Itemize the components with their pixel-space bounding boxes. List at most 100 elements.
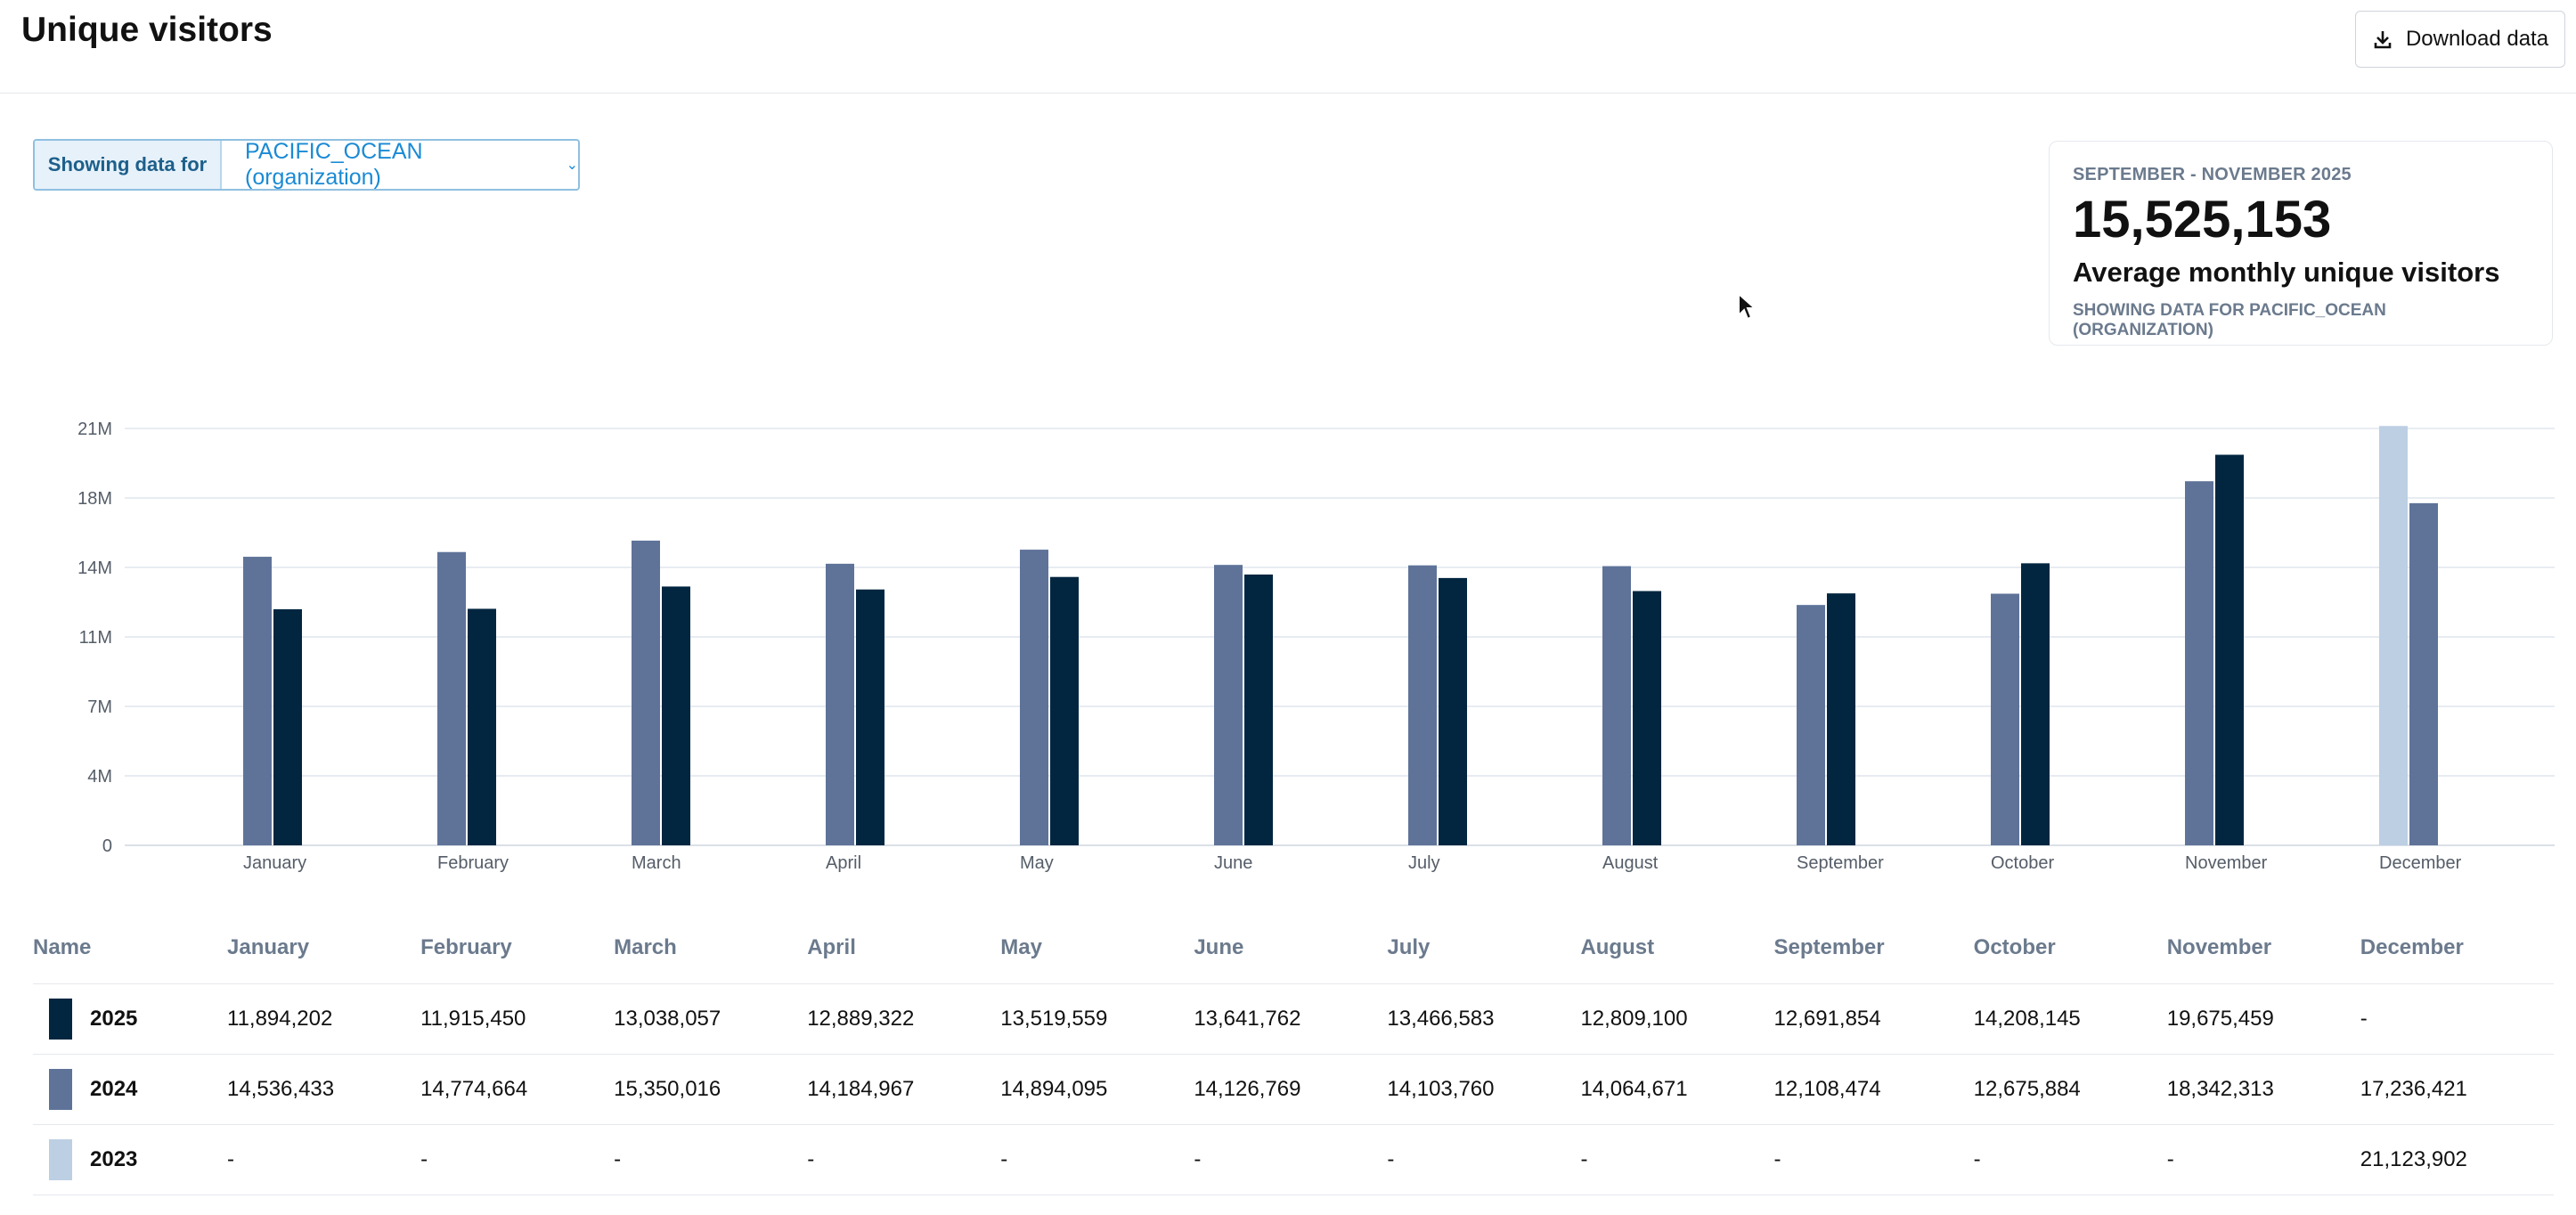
y-tick-label: 18M (77, 489, 112, 509)
table-cell: - (1580, 1124, 1774, 1195)
bar-2024-april (826, 563, 854, 845)
organization-select[interactable]: PACIFIC_OCEAN (organization) ⌄ (222, 141, 578, 189)
column-header-may: May (1000, 912, 1194, 984)
table-cell: 13,519,559 (1000, 983, 1194, 1055)
x-tick-label: July (1408, 853, 1440, 873)
table-cell: 14,894,095 (1000, 1054, 1194, 1125)
table-cell: - (807, 1124, 1001, 1195)
bar-2024-may (1020, 550, 1048, 845)
organization-filter[interactable]: Showing data for PACIFIC_OCEAN (organiza… (33, 139, 580, 191)
column-header-october: October (1973, 912, 2167, 984)
x-tick-label: October (1991, 853, 2054, 873)
bar-2025-may (1050, 576, 1079, 845)
column-header-november: November (2166, 912, 2360, 984)
summary-range: SEPTEMBER - NOVEMBER 2025 (2073, 165, 2352, 184)
y-tick-label: 21M (77, 420, 112, 439)
summary-card: SEPTEMBER - NOVEMBER 2025 15,525,153 Ave… (2049, 141, 2553, 346)
bar-2024-january (243, 557, 272, 845)
table-cell: 12,108,474 (1773, 1054, 1974, 1125)
download-data-button[interactable]: Download data (2355, 11, 2565, 68)
column-header-april: April (807, 912, 1001, 984)
table-cell: 14,774,664 (420, 1054, 615, 1125)
y-tick-label: 0 (102, 836, 112, 856)
table-cell: - (1973, 1124, 2167, 1195)
table-cell: 14,103,760 (1387, 1054, 1581, 1125)
table-cell: 13,641,762 (1194, 983, 1388, 1055)
bar-2024-december (2409, 502, 2438, 845)
bar-2025-august (1633, 591, 1661, 845)
table-cell: - (1387, 1124, 1581, 1195)
table-cell: 14,064,671 (1580, 1054, 1774, 1125)
x-tick-label: February (437, 853, 509, 873)
bar-2025-february (468, 608, 496, 845)
download-data-label: Download data (2405, 27, 2549, 51)
table-cell: 12,889,322 (807, 983, 1001, 1055)
page-title: Unique visitors (21, 11, 273, 49)
table-row: 2023- - - - - - - - - - -21,123,902 (33, 1124, 2554, 1195)
bar-2024-march (632, 540, 660, 845)
table-cell: 11,915,450 (420, 983, 615, 1055)
x-tick-label: June (1214, 853, 1252, 873)
bar-2024-october (1991, 593, 2019, 845)
bar-2023-december (2379, 426, 2408, 845)
table-cell: 11,894,202 (227, 983, 421, 1055)
table-cell: 21,123,902 (2360, 1124, 2554, 1195)
table-row: 2024 14,536,433 14,774,664 15,350,016 14,184… (33, 1054, 2554, 1125)
table-header-row: Name January February March April May June Jul… (33, 912, 2554, 984)
legend-swatch (49, 1069, 72, 1110)
bar-2024-february (437, 551, 466, 845)
bar-2024-july (1408, 565, 1437, 845)
column-header-september: September (1773, 912, 1974, 984)
x-tick-label: January (243, 853, 306, 873)
column-header-march: March (614, 912, 808, 984)
x-tick-label: November (2185, 853, 2268, 873)
series-name-cell: 2023 (33, 1124, 227, 1195)
summary-caption: Average monthly unique visitors (2073, 257, 2500, 288)
table-cell: 15,350,016 (614, 1054, 808, 1125)
table-cell: 13,466,583 (1387, 983, 1581, 1055)
table-cell: 12,675,884 (1973, 1054, 2167, 1125)
x-tick-label: May (1020, 853, 1054, 873)
bar-2025-june (1244, 574, 1273, 845)
bar-2024-september (1797, 605, 1825, 845)
column-header-july: July (1387, 912, 1581, 984)
x-tick-label: August (1602, 853, 1659, 873)
table-cell: - (1000, 1124, 1194, 1195)
chevron-down-icon: ⌄ (566, 158, 578, 173)
table-cell: - (420, 1124, 615, 1195)
y-tick-label: 11M (79, 628, 112, 648)
summary-footnote: SHOWING DATA FOR PACIFIC_OCEAN (ORGANIZA… (2073, 301, 2386, 339)
y-tick-label: 4M (87, 767, 112, 787)
table-cell: - (1194, 1124, 1388, 1195)
series-name-cell: 2025 (33, 983, 227, 1055)
unique-visitors-chart: 0 4M 7M 11M 14M 18M 21M January February March Apr… (77, 420, 2555, 873)
legend-swatch (49, 999, 72, 1040)
bar-2025-march (662, 586, 690, 845)
x-tick-label: September (1797, 853, 1884, 873)
y-tick-label: 14M (77, 559, 112, 578)
bar-2025-september (1827, 593, 1855, 845)
x-tick-label: March (632, 853, 681, 873)
visitors-table: Name January February March April May June Jul… (33, 912, 2554, 1195)
filter-label: Showing data for (35, 141, 222, 189)
table-cell: 12,809,100 (1580, 983, 1774, 1055)
column-header-february: February (420, 912, 615, 984)
table-cell: 14,536,433 (227, 1054, 421, 1125)
column-header-january: January (227, 912, 421, 984)
column-header-name: Name (33, 912, 227, 984)
table-cell: 12,691,854 (1773, 983, 1974, 1055)
column-header-august: August (1580, 912, 1774, 984)
download-icon (2374, 31, 2392, 49)
column-header-december: December (2360, 912, 2554, 984)
series-name: 2023 (90, 1147, 138, 1171)
table-cell: - (1773, 1124, 1974, 1195)
y-tick-label: 7M (87, 697, 112, 717)
table-cell: 17,236,421 (2360, 1054, 2554, 1125)
table-cell: 19,675,459 (2166, 983, 2360, 1055)
bar-2024-november (2185, 481, 2213, 845)
bar-2025-january (273, 608, 302, 845)
organization-select-value: PACIFIC_OCEAN (organization) (245, 139, 423, 190)
table-cell: - (2166, 1124, 2360, 1195)
bar-2025-july (1439, 577, 1467, 845)
bar-2024-june (1214, 565, 1243, 845)
